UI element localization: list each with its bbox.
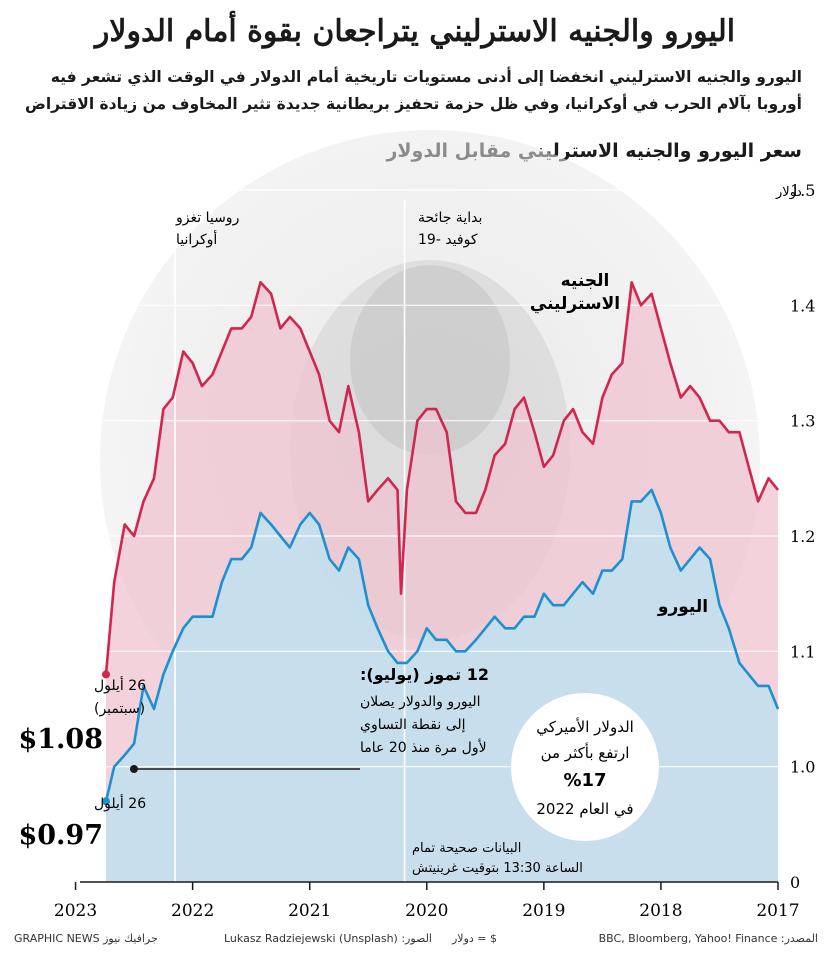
gbp-endpoint-month: (سبتمبر) [94,701,145,717]
event-label-covid-line2: كوفيد -19 [418,232,478,248]
gbp-endpoint-dot [102,670,110,679]
y-tick-label: 1.2 [790,527,815,546]
callout-line2: ارتفع بأكثر من [541,742,630,762]
y-tick-label: 1.1 [790,642,815,661]
x-tick-label: 2017 [756,901,799,921]
y-tick-label: 1.3 [790,412,815,431]
eur-endpoint-annotation: 26 أيلول $0.97 [18,794,146,851]
event-label-russia-line2: أوكرانيا [176,230,217,248]
exchange-rate-chart: 1.5 1.4 1.3 1.2 1.1 1.0 0 دولار 2017 2018 2019 2020… [18,130,816,921]
event-label-covid-line1: بداية جائحة [418,210,482,226]
callout-line1: الدولار الأميركي [536,717,634,737]
parity-text-line3: لأول مرة منذ 20 عاما [360,738,487,756]
parity-text-line1: اليورو والدولار يصلان [360,694,480,710]
page-subtitle: اليورو والجنيه الاسترليني انخفضا إلى أدن… [25,68,802,113]
y-tick-label: 1.5 [790,181,815,200]
y-tick-label: 1.4 [790,296,815,315]
y-tick-label: 0 [790,873,800,892]
footer-source: المصدر: BBC, Bloomberg, Yahoo! Finance [598,932,818,945]
grid [100,189,778,768]
eur-line [104,488,780,802]
axes: 1.5 1.4 1.3 1.2 1.1 1.0 0 دولار 2017 2018 2019 2020… [54,181,816,921]
data-note-line1: البيانات صحيحة تمام [412,841,521,856]
x-tick-label: 2022 [171,901,214,921]
gbp-series-label-line2: الاسترليني [530,294,620,314]
x-tick-label: 2018 [639,901,682,921]
y-tick-label: 1.0 [790,758,815,777]
parity-annotation: 12 تموز (يوليو): اليورو والدولار يصلان إ… [130,665,489,773]
gbp-endpoint-value: $1.08 [18,724,103,755]
gbp-series-label-line1: الجنيه [561,271,610,291]
callout-line3: %17 [563,770,606,791]
parity-text-line2: إلى نقطة التساوي [360,717,466,733]
gbp-endpoint-annotation: 26 أيلول (سبتمبر) $1.08 [18,676,146,755]
page-title: اليورو والجنيه الاسترليني يتراجعان بقوة … [94,14,736,49]
footer-currency-note: $ = دولار [452,932,498,945]
gbp-endpoint-date: 26 أيلول [94,676,146,694]
dollar-gain-callout: الدولار الأميركي ارتفع بأكثر من %17 في ا… [511,693,659,841]
gbp-line [104,281,780,675]
x-tick-label: 2023 [54,901,97,921]
parity-marker [130,765,138,773]
footer: المصدر: BBC, Bloomberg, Yahoo! Finance $… [14,932,818,950]
series-lines [102,281,780,806]
eur-endpoint-value: $0.97 [18,820,103,851]
parity-date: 12 تموز (يوليو): [360,665,489,684]
x-tick-label: 2021 [288,901,331,921]
data-note-line2: الساعة 13:30 بتوقيت غرينيتش [412,861,583,876]
data-note: البيانات صحيحة تمام الساعة 13:30 بتوقيت … [412,841,583,876]
y-axis-label: دولار [775,185,802,200]
x-tick-label: 2020 [405,901,448,921]
x-tick-label: 2019 [522,901,565,921]
callout-line4: في العام 2022 [536,800,633,819]
eur-series-label: اليورو [657,597,708,617]
footer-publisher: GRAPHIC NEWS جرافيك نيوز [14,932,158,945]
footer-photo-credit: الصور: Lukasz Radziejewski (Unsplash) [224,932,432,945]
event-label-russia-line1: روسيا تغزو [175,210,239,226]
eur-endpoint-dot [102,797,110,806]
eur-endpoint-date: 26 أيلول [94,794,146,812]
